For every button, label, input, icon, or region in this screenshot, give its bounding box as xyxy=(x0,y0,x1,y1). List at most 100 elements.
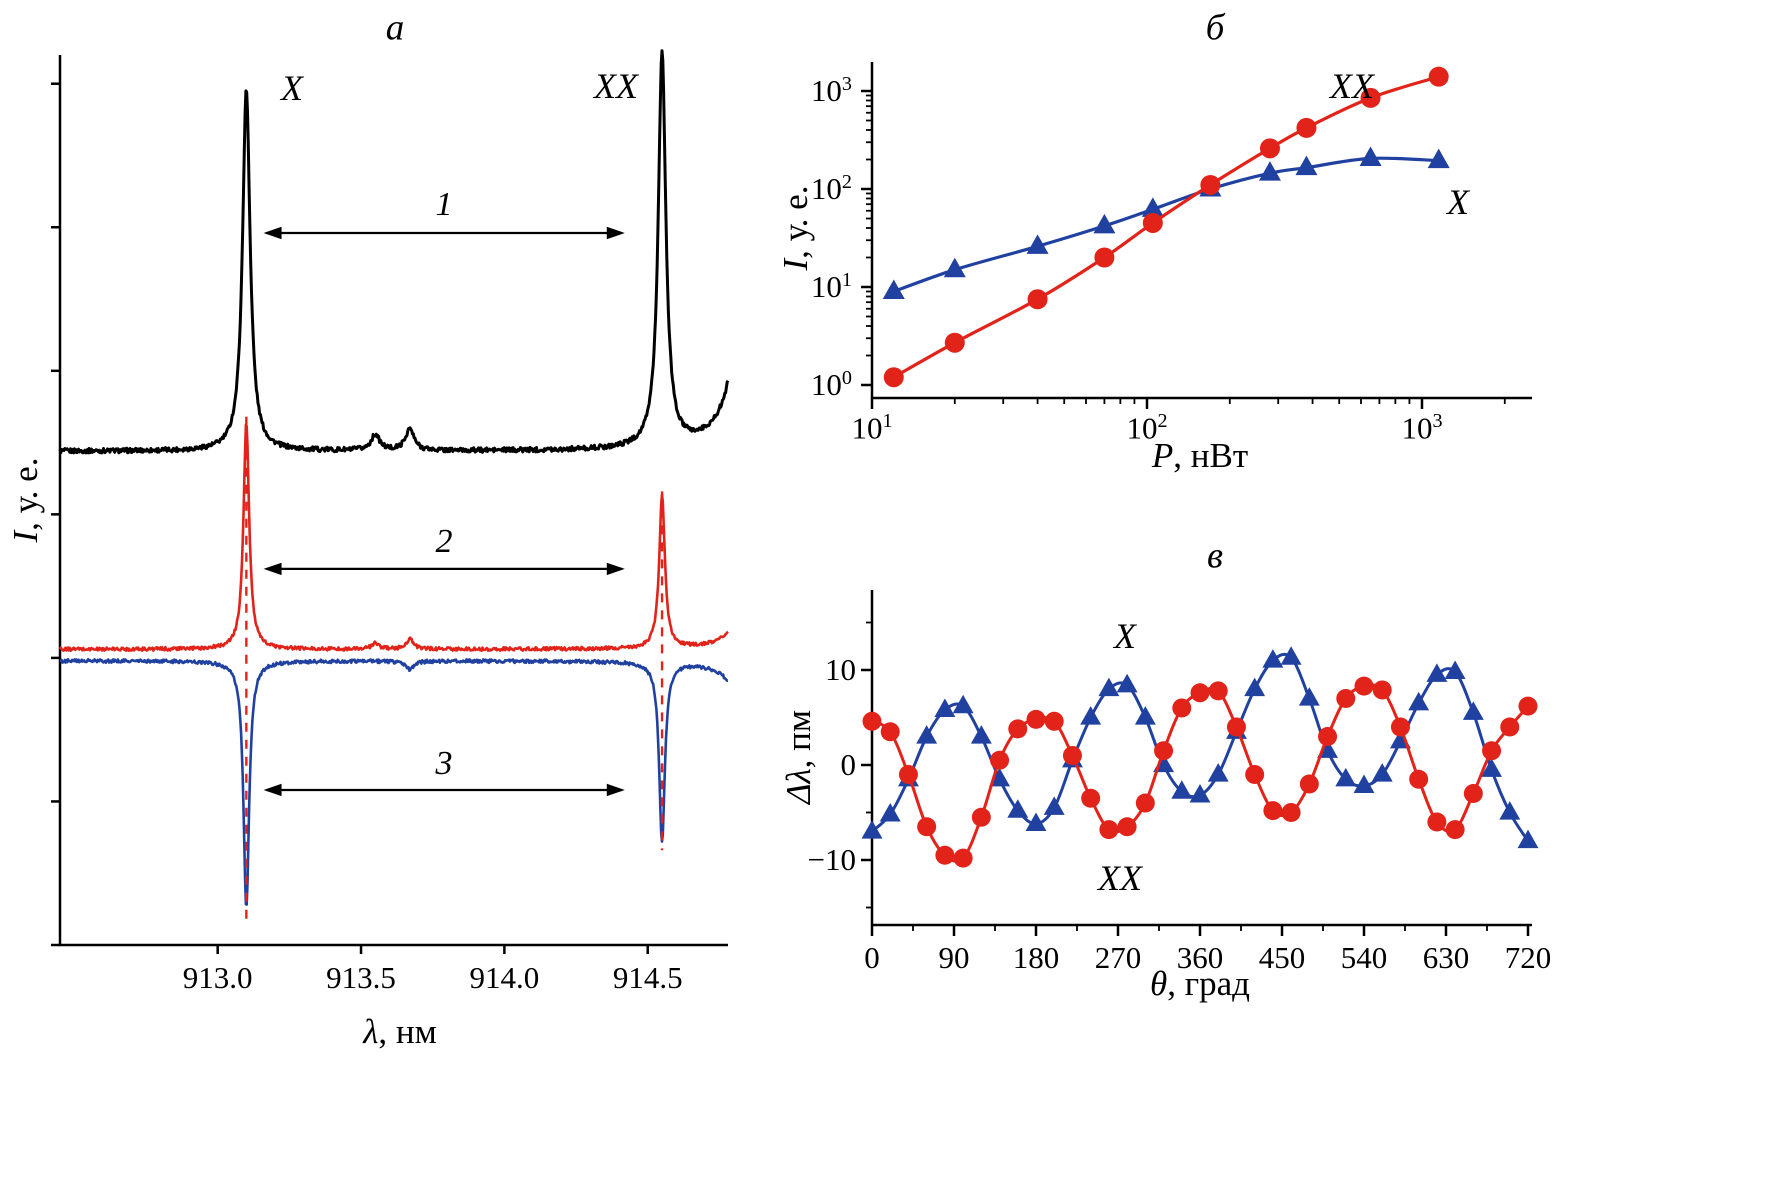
triangle-marker xyxy=(1353,774,1375,794)
triangle-marker xyxy=(1444,660,1466,680)
arrow-label-1: 1 xyxy=(435,186,453,223)
xlabel-b-var: P xyxy=(1151,436,1174,475)
circle-marker xyxy=(1259,138,1280,159)
circle-marker xyxy=(1027,289,1048,310)
triangle-marker xyxy=(1359,146,1382,166)
triangle-marker xyxy=(1427,148,1450,169)
circle-marker xyxy=(1099,820,1119,840)
circle-marker xyxy=(1081,788,1101,808)
triangle-marker xyxy=(1481,758,1503,777)
circle-marker xyxy=(953,848,973,868)
triangle-marker xyxy=(1408,691,1430,711)
triangle-marker xyxy=(934,698,956,718)
series-line-XX xyxy=(893,75,1440,379)
panel-b-label-xx: XX xyxy=(1330,66,1374,106)
triangle-marker xyxy=(1244,677,1266,697)
triangle-marker xyxy=(1298,687,1320,706)
triangle-marker xyxy=(1499,801,1521,820)
triangle-marker xyxy=(1517,829,1539,849)
xlabel-b-rest: , нВт xyxy=(1173,436,1249,475)
ylabel-a-rest: , у. е. xyxy=(6,457,45,531)
triangle-marker xyxy=(1258,161,1281,181)
arrowhead-right xyxy=(606,783,625,797)
xlabel-v-rest: , град xyxy=(1167,964,1250,1003)
series-line-X xyxy=(893,156,1439,294)
triangle-marker xyxy=(879,803,901,822)
panel-a-xlabel: λ, нм xyxy=(363,1012,437,1052)
circle-marker xyxy=(1427,812,1447,832)
circle-marker xyxy=(883,367,904,388)
circle-marker xyxy=(1062,746,1082,765)
circle-marker xyxy=(1154,741,1174,761)
circle-marker xyxy=(1299,774,1319,794)
circle-marker xyxy=(1390,717,1410,737)
arrowhead-right xyxy=(606,562,625,576)
triangle-marker xyxy=(1134,706,1156,725)
circle-marker xyxy=(880,722,900,742)
triangle-marker xyxy=(952,694,974,714)
panel-a-axes xyxy=(58,55,728,947)
triangle-marker xyxy=(970,725,992,744)
triangle-marker xyxy=(1116,673,1138,693)
spectrum-1-black xyxy=(58,49,730,455)
triangle-marker xyxy=(1171,780,1193,799)
circle-marker xyxy=(1094,247,1115,268)
circle-marker xyxy=(1226,717,1246,737)
panel-v-label-xx: XX xyxy=(1098,858,1142,898)
circle-marker xyxy=(1500,717,1520,737)
arrowhead-left xyxy=(263,562,282,576)
triangle-marker xyxy=(916,725,938,744)
triangle-marker xyxy=(1026,234,1049,254)
arrowhead-right xyxy=(606,226,625,240)
circle-marker xyxy=(1518,696,1538,716)
circle-marker xyxy=(944,332,965,353)
arrow-label-3: 3 xyxy=(435,745,453,782)
circle-marker xyxy=(1296,117,1317,138)
circle-marker xyxy=(1208,681,1228,701)
panel-v-axes xyxy=(870,590,1532,927)
circle-marker xyxy=(1008,719,1028,739)
circle-marker xyxy=(1281,803,1301,822)
circle-marker xyxy=(1409,769,1429,789)
circle-marker xyxy=(1318,727,1338,746)
circle-marker xyxy=(898,765,918,784)
triangle-marker xyxy=(989,767,1011,787)
xlabel-v-var: θ xyxy=(1150,964,1168,1003)
circle-marker xyxy=(971,807,991,827)
ylabel-b-var: I xyxy=(776,258,815,271)
ylabel-a-var: I xyxy=(6,530,45,543)
circle-marker xyxy=(1336,689,1356,708)
circle-marker xyxy=(1117,817,1137,837)
circle-marker xyxy=(1172,698,1192,718)
circle-marker xyxy=(1372,680,1392,700)
panel-b xyxy=(861,62,1532,409)
triangle-marker xyxy=(1007,799,1029,818)
panel-b-xlabel: P, нВт xyxy=(1152,436,1248,476)
triangle-marker xyxy=(1262,649,1284,668)
circle-marker xyxy=(1354,676,1374,696)
triangle-marker xyxy=(1295,155,1318,176)
series-line-X xyxy=(870,652,1530,842)
panel-v-xlabel: θ, град xyxy=(1150,964,1250,1004)
triangle-marker xyxy=(1371,763,1393,782)
circle-marker xyxy=(1044,711,1064,731)
triangle-marker xyxy=(1141,197,1164,217)
ylabel-v-rest: , пм xyxy=(779,709,818,769)
circle-marker xyxy=(990,750,1010,770)
circle-marker xyxy=(1263,801,1283,821)
panel-a xyxy=(51,49,730,954)
ylabel-v-var: Δλ xyxy=(779,768,818,805)
triangle-marker xyxy=(1335,767,1357,787)
peak-label-xx: XX xyxy=(594,66,638,106)
panel-b-axes xyxy=(870,62,1532,400)
circle-marker xyxy=(1200,174,1221,195)
triangle-marker xyxy=(1025,812,1047,832)
panel-v xyxy=(861,590,1539,936)
panel-v-label-x: X xyxy=(1114,616,1136,656)
triangle-marker xyxy=(1080,706,1102,725)
circle-marker xyxy=(1142,212,1163,233)
panel-b-title: б xyxy=(1205,7,1225,49)
arrowhead-left xyxy=(263,783,282,797)
panel-b-ylabel: I, у. е. xyxy=(776,186,816,271)
